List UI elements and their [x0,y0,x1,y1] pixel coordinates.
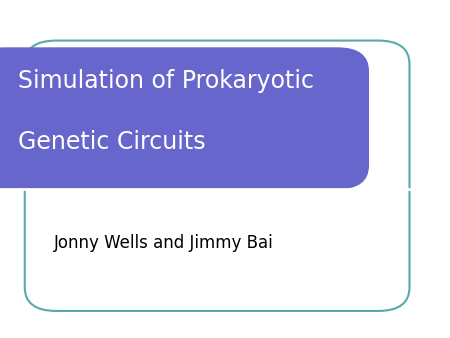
Text: Genetic Circuits: Genetic Circuits [18,130,206,154]
FancyBboxPatch shape [25,41,410,311]
Text: Jonny Wells and Jimmy Bai: Jonny Wells and Jimmy Bai [54,234,274,252]
FancyBboxPatch shape [0,47,369,189]
Text: Simulation of Prokaryotic: Simulation of Prokaryotic [18,69,314,93]
